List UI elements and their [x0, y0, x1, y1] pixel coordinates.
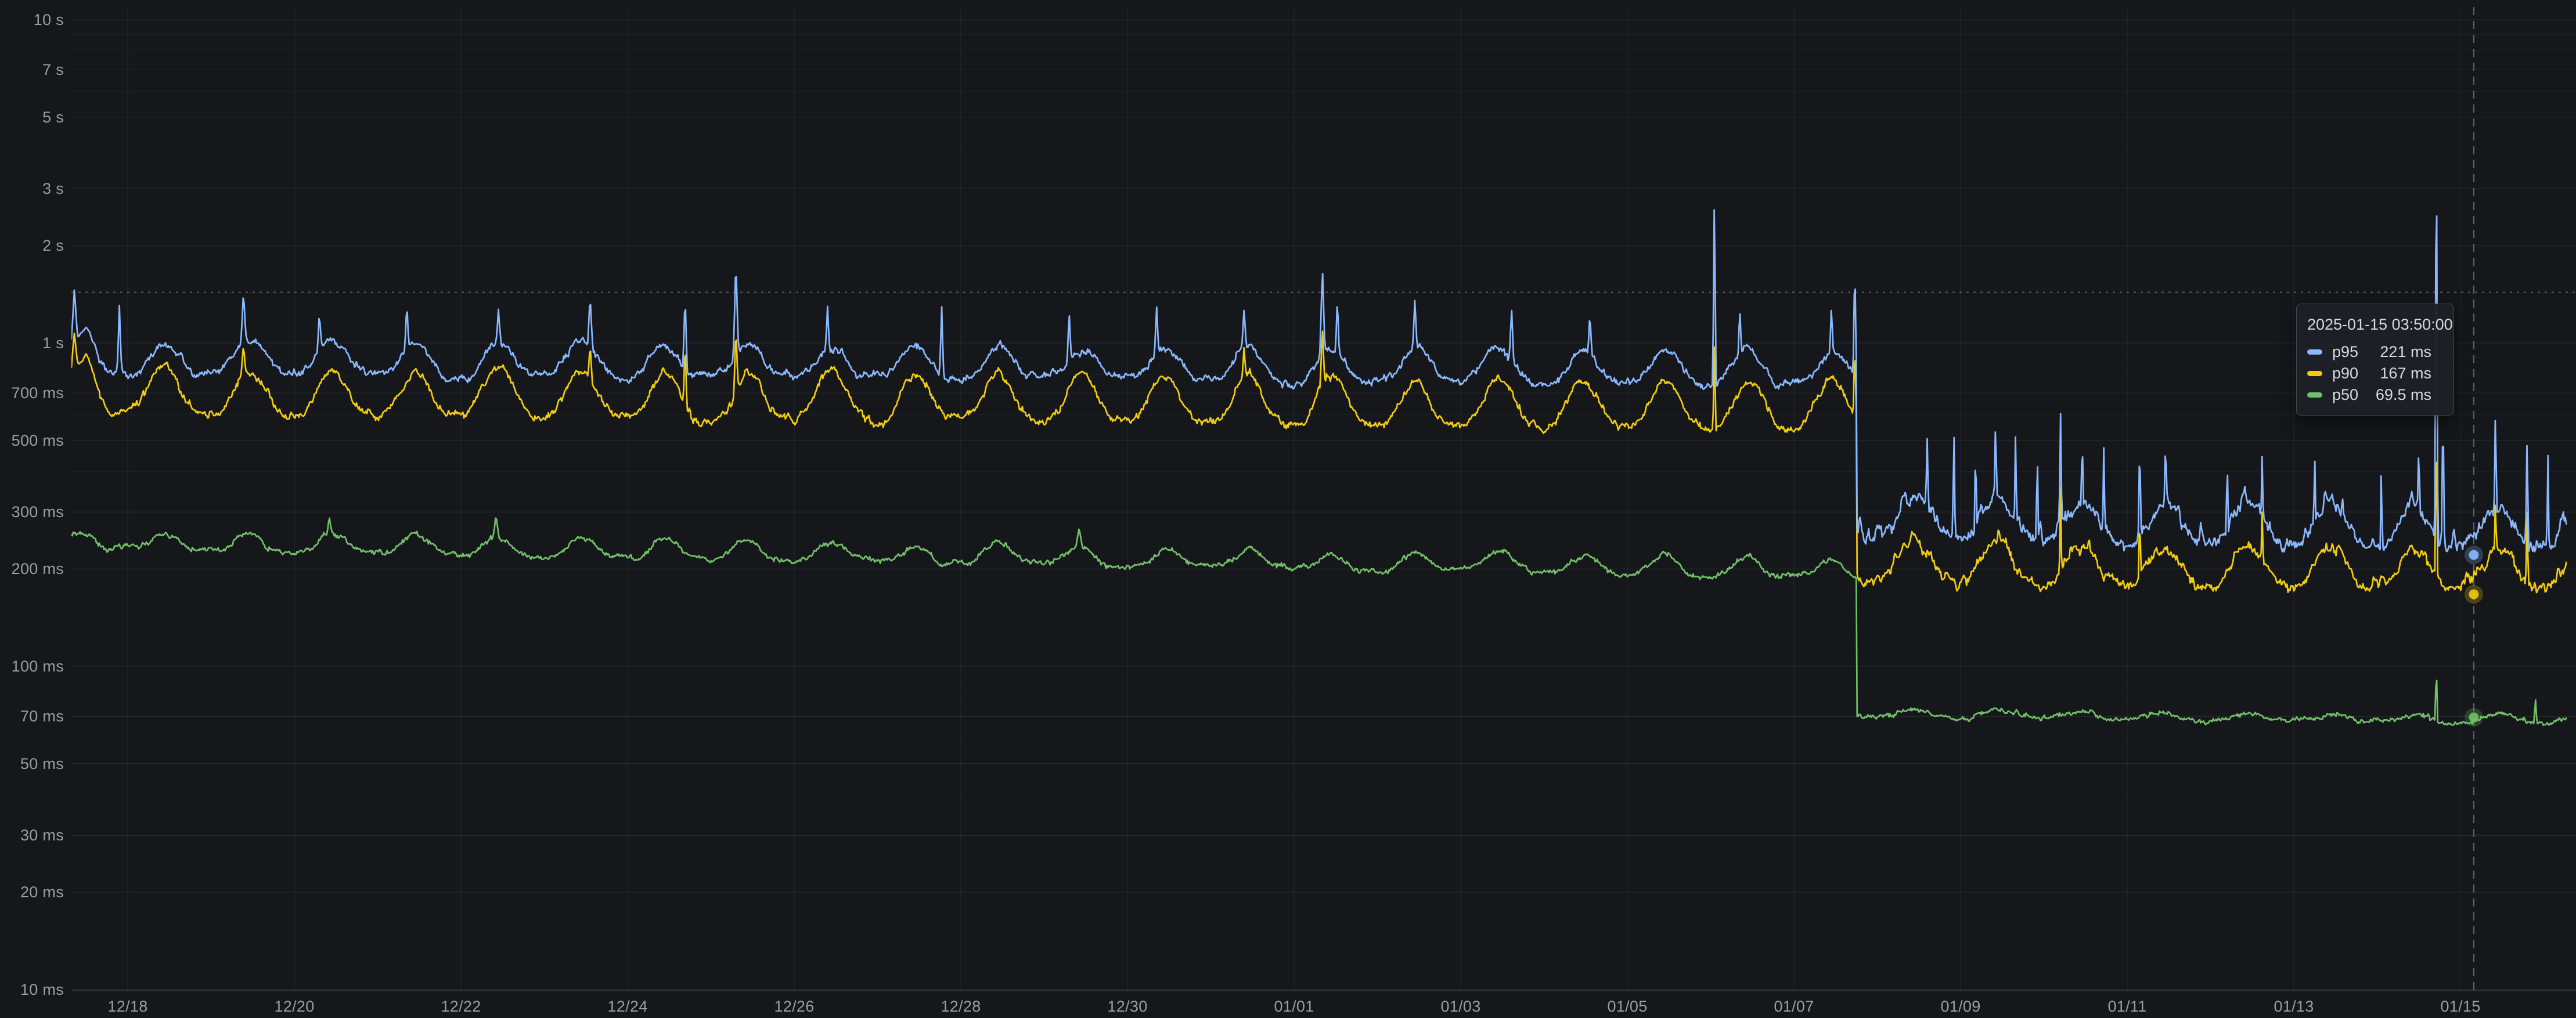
y-axis-tick-label: 100 ms — [11, 658, 64, 675]
tooltip-series-value: 167 ms — [2380, 364, 2431, 382]
crosshair — [71, 7, 2576, 991]
x-axis-tick-label: 12/20 — [274, 998, 315, 1015]
series-line-p50 — [71, 517, 2567, 726]
hover-point-marker — [2469, 550, 2479, 560]
tooltip-series-value: 69.5 ms — [2375, 385, 2431, 403]
y-axis-tick-label: 200 ms — [11, 560, 64, 578]
hover-point-marker — [2469, 712, 2479, 723]
y-axis-tick-label: 3 s — [42, 180, 64, 198]
series-lines — [71, 209, 2567, 726]
series-line-p90 — [71, 330, 2567, 594]
x-axis-tick-label: 12/28 — [941, 998, 981, 1015]
y-axis-tick-label: 7 s — [42, 61, 64, 79]
x-axis-tick-label: 12/24 — [607, 998, 648, 1015]
x-axis-tick-label: 01/01 — [1274, 998, 1314, 1015]
tooltip-series-label: p95 — [2332, 342, 2359, 360]
tooltip-series-label: p50 — [2332, 385, 2359, 403]
y-axis-tick-label: 1 s — [42, 334, 64, 352]
x-axis-tick-label: 12/18 — [107, 998, 148, 1015]
x-axis-tick-label: 01/09 — [1940, 998, 1981, 1015]
x-axis-tick-label: 01/13 — [2274, 998, 2314, 1015]
x-axis-tick-label: 12/30 — [1107, 998, 1148, 1015]
y-axis-tick-label: 70 ms — [20, 707, 64, 725]
x-axis-tick-label: 01/15 — [2440, 998, 2481, 1015]
x-axis-tick-label: 12/22 — [441, 998, 481, 1015]
tooltip-timestamp: 2025-01-15 03:50:00 — [2307, 315, 2453, 333]
x-axis-tick-label: 01/03 — [1440, 998, 1481, 1015]
series-color-swatch-p50 — [2307, 392, 2322, 398]
hover-point-marker — [2469, 589, 2479, 600]
tooltip-series-row: p90 167 ms — [2307, 363, 2443, 384]
y-axis-tick-label: 5 s — [42, 108, 64, 126]
x-axis-tick-label: 01/11 — [2107, 998, 2147, 1015]
x-axis-tick-label: 01/05 — [1607, 998, 1648, 1015]
y-axis-tick-label: 10 ms — [20, 981, 64, 998]
y-axis-tick-label: 300 ms — [11, 503, 64, 521]
grid — [71, 7, 2576, 991]
x-axis-tick-label: 12/26 — [774, 998, 815, 1015]
y-axis-tick-label: 50 ms — [20, 755, 64, 772]
tooltip-series-value: 221 ms — [2380, 342, 2431, 360]
tooltip-series-row: p95 221 ms — [2307, 341, 2443, 363]
y-axis-tick-label: 20 ms — [20, 883, 64, 901]
tooltip-series-row: p50 69.5 ms — [2307, 384, 2443, 406]
y-axis-tick-label: 500 ms — [11, 431, 64, 449]
y-axis-tick-label: 700 ms — [11, 384, 64, 402]
series-color-swatch-p95 — [2307, 349, 2322, 355]
x-axis-tick-label: 01/07 — [1774, 998, 1814, 1015]
y-axis-tick-label: 30 ms — [20, 826, 64, 844]
tooltip-series-label: p90 — [2332, 364, 2359, 382]
y-axis-tick-label: 2 s — [42, 237, 64, 255]
series-line-p95 — [71, 209, 2567, 553]
chart-tooltip: 2025-01-15 03:50:00 p95 221 ms p90 167 m… — [2296, 303, 2454, 416]
y-axis-tick-label: 10 s — [33, 11, 64, 28]
series-color-swatch-p90 — [2307, 370, 2322, 376]
